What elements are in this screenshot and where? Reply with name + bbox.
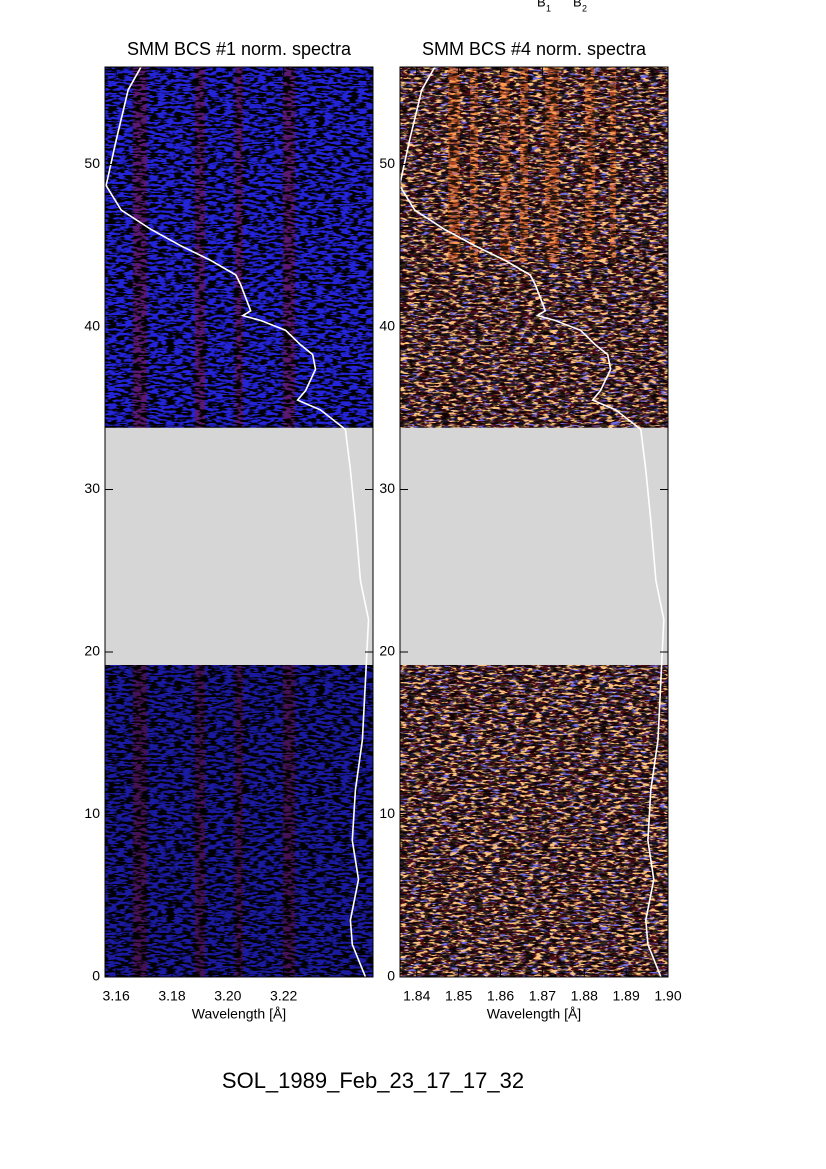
y-tick-label: 0 [92,968,100,984]
panel-frame [399,66,669,978]
y-tick-label: 20 [379,643,395,659]
x-tick-label: 1.88 [571,988,598,1004]
data-gap [105,427,373,665]
y-tick-label: 20 [84,643,100,659]
x-tick-label: 1.85 [445,988,472,1004]
panel-frame [104,66,374,978]
spectrum-image [105,67,373,977]
header-subscript: 2 [582,3,587,13]
y-tick-label: 0 [387,968,395,984]
header-letter: B [537,0,546,9]
y-tick-label: 40 [379,318,395,334]
y-tick-label: 50 [84,155,100,171]
y-tick-label: 50 [379,155,395,171]
y-tick-label: 40 [84,318,100,334]
x-tick-label: 1.90 [654,988,681,1004]
y-tick-label: 30 [379,480,395,496]
header-letter: B [573,0,582,9]
data-gap [400,427,668,665]
light-curve [105,67,370,977]
header-subscript: 1 [546,3,551,13]
y-tick-label: 10 [84,805,100,821]
panel: SMM BCS #1 norm. spectra Wavelength [Å] 3.… [84,39,374,1022]
panel-title: SMM BCS #4 norm. spectra [422,39,647,59]
x-tick-label: 3.20 [214,988,241,1004]
footer: SOL_1989_Feb_23_17_17_32 [222,1068,524,1093]
x-axis-label: Wavelength [Å] [487,1006,581,1022]
panel-title: SMM BCS #1 norm. spectra [127,39,352,59]
spectrum-image [400,67,668,977]
x-axis-label: Wavelength [Å] [192,1006,286,1022]
x-tick-label: 1.89 [613,988,640,1004]
x-tick-label: 3.18 [158,988,185,1004]
y-tick-label: 30 [84,480,100,496]
y-tick-label: 10 [379,805,395,821]
x-tick-label: 1.87 [529,988,556,1004]
x-tick-label: 1.86 [487,988,514,1004]
x-tick-label: 3.16 [103,988,130,1004]
light-curve [400,67,665,977]
panel: SMM BCS #4 norm. spectra Wavelength [Å] 1.… [379,39,681,1022]
x-tick-label: 3.22 [270,988,297,1004]
x-tick-label: 1.84 [403,988,430,1004]
